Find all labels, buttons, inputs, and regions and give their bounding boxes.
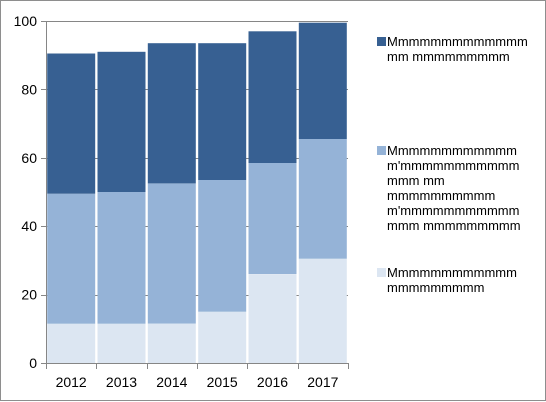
x-tick-label-2015: 2015 xyxy=(207,374,238,390)
y-tick-label-40: 40 xyxy=(21,218,37,234)
bar-2012-series-1 xyxy=(47,54,95,194)
y-tick-label-100: 100 xyxy=(14,13,38,29)
bar-2014-series-1 xyxy=(148,43,196,183)
bar-2017-series-3 xyxy=(299,259,347,363)
legend: Mmmmmmmmmmmmm mm mmmmmmmmm Mmmmmmmmmmmm … xyxy=(369,1,545,400)
bar-2015-series-3 xyxy=(198,312,246,363)
bars xyxy=(47,23,347,363)
bar-2014-series-2 xyxy=(148,183,196,323)
bar-2012-series-2 xyxy=(47,194,95,324)
bar-2013-series-2 xyxy=(98,192,146,324)
legend-swatch-series-3 xyxy=(377,268,386,277)
legend-label-series-1: Mmmmmmmmmmmmm mm mmmmmmmmm xyxy=(387,34,543,64)
y-tick-label-20: 20 xyxy=(21,287,37,303)
y-tick-label-60: 60 xyxy=(21,150,37,166)
bar-2016-series-2 xyxy=(249,163,297,274)
bar-2015-series-2 xyxy=(198,180,246,312)
bar-2015-series-1 xyxy=(198,43,246,180)
bar-2017-series-2 xyxy=(299,139,347,259)
x-tick-label-2014: 2014 xyxy=(156,374,187,390)
bar-2016-series-3 xyxy=(249,274,297,363)
y-tick-label-0: 0 xyxy=(29,355,37,371)
x-tick-label-2017: 2017 xyxy=(307,374,338,390)
legend-label-series-2: Mmmmmmmmmmmm m'mmmmmmmmmmm mmm mm mmmmmm… xyxy=(387,143,543,233)
bar-2014-series-3 xyxy=(148,324,196,363)
x-tick-label-2013: 2013 xyxy=(106,374,137,390)
legend-swatch-series-2 xyxy=(377,146,386,155)
bar-2013-series-3 xyxy=(98,324,146,363)
x-tick-label-2012: 2012 xyxy=(56,374,87,390)
bar-2017-series-1 xyxy=(299,23,347,139)
bar-2012-series-3 xyxy=(47,324,95,363)
y-tick-label-80: 80 xyxy=(21,81,37,97)
legend-swatch-series-1 xyxy=(377,37,386,46)
x-tick-label-2016: 2016 xyxy=(257,374,288,390)
legend-label-series-3: Mmmmmmmmmmmm mmmmmmmmm xyxy=(387,265,543,295)
bar-2013-series-1 xyxy=(98,52,146,192)
bar-2016-series-1 xyxy=(249,31,297,163)
